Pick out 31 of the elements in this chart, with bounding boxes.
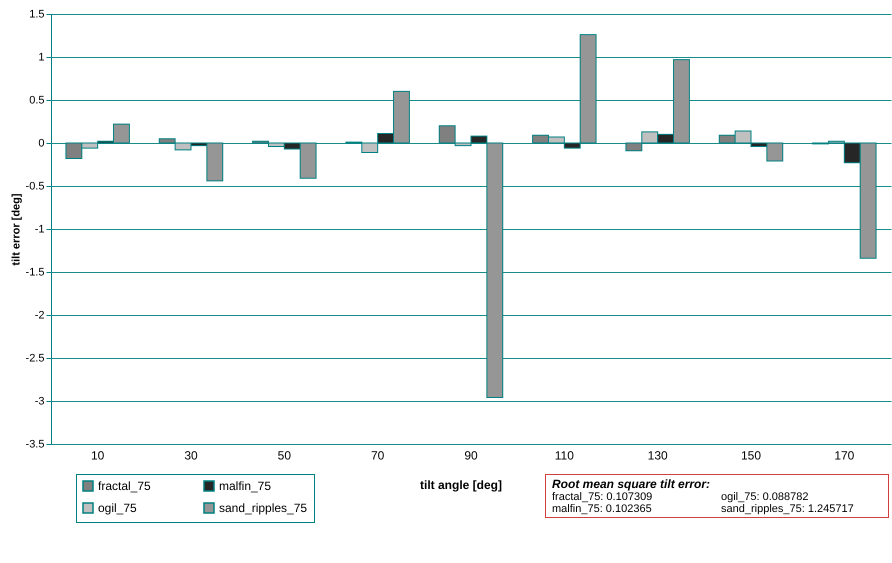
- y-tick-label: -0.5: [26, 180, 44, 192]
- x-tick-label: 150: [740, 448, 762, 462]
- y-tick-label: 0: [38, 138, 44, 150]
- x-tick-label: 90: [464, 448, 478, 462]
- x-tick-label: 30: [184, 448, 198, 462]
- legend-label: malfin_75: [219, 479, 272, 493]
- x-tick-label: 110: [554, 448, 574, 462]
- y-tick-label: 0.5: [29, 94, 44, 106]
- legend-label: ogil_75: [98, 501, 138, 515]
- x-tick-label: 10: [90, 448, 105, 462]
- y-tick-label: -1: [34, 224, 44, 236]
- x-tick-label: 70: [370, 448, 385, 462]
- legend-label: sand_ripples_75: [219, 501, 308, 515]
- y-tick-label: 1.5: [29, 8, 44, 20]
- y-tick-label: -3: [34, 396, 44, 408]
- text: ogil_75: 0.088782: [721, 491, 810, 503]
- y-tick-label: -1.5: [26, 266, 44, 278]
- y-tick-label: -2.5: [26, 352, 44, 364]
- text: malfin_75: 0.102365: [552, 503, 653, 515]
- x-tick-label: 130: [648, 448, 668, 462]
- text: Root mean square tilt error:: [552, 477, 712, 491]
- legend-label: fractal_75: [98, 479, 152, 493]
- text: sand_ripples_75: 1.245717: [721, 503, 855, 515]
- y-tick-label: 1: [38, 52, 44, 64]
- x-tick-label: 50: [278, 448, 292, 462]
- y-tick-label: -2: [34, 310, 44, 322]
- y-axis-title: tilt error [deg]: [10, 193, 23, 266]
- x-tick-label: 170: [834, 448, 855, 462]
- x-axis-title: tilt angle [deg]: [420, 478, 502, 492]
- text: fractal_75: 0.107309: [552, 491, 654, 503]
- y-tick-label: -3.5: [26, 438, 44, 450]
